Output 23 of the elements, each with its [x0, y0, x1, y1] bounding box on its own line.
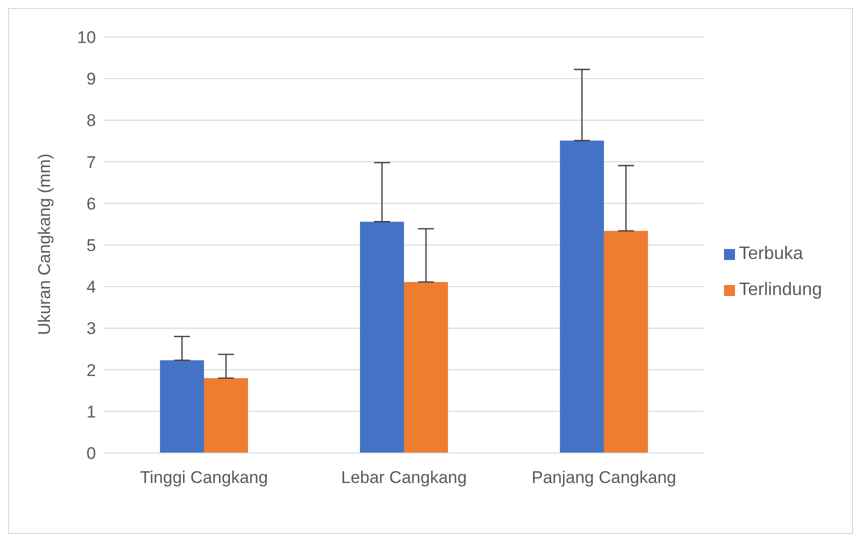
y-tick-label: 5	[86, 236, 96, 256]
legend-label: Terlindung	[738, 279, 822, 299]
legend-label: Terbuka	[738, 243, 803, 263]
y-axis-title: Ukuran Cangkang (mm)	[35, 154, 54, 335]
x-tick-label: Panjang Cangkang	[532, 468, 676, 488]
x-tick-label: Tinggi Cangkang	[140, 468, 268, 488]
bar	[160, 360, 204, 453]
bar	[204, 378, 248, 453]
y-tick-label: 1	[86, 402, 96, 422]
y-tick-label: 0	[86, 444, 96, 464]
y-tick-label: 3	[86, 319, 96, 338]
y-tick-label: 8	[86, 111, 96, 130]
bar	[360, 222, 404, 453]
y-tick-label: 7	[86, 152, 96, 172]
x-tick-label: Lebar Cangkang	[341, 468, 467, 488]
bar	[404, 282, 448, 453]
bar	[604, 230, 648, 453]
y-tick-label: 6	[86, 194, 96, 214]
y-tick-label: 4	[86, 278, 96, 297]
y-tick-label: 10	[77, 28, 96, 48]
y-tick-label: 2	[86, 360, 96, 380]
y-tick-label: 9	[86, 70, 96, 89]
bar	[560, 140, 604, 453]
